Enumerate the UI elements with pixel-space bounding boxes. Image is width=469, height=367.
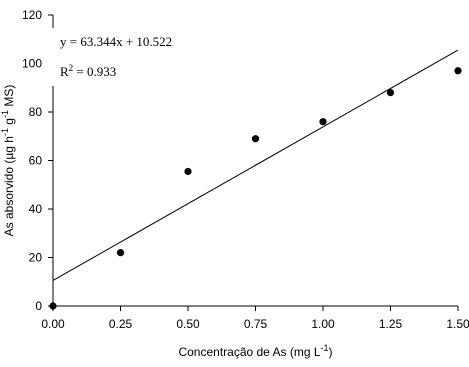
x-axis-label-part: ) [329,345,333,359]
y-tick-label: 60 [29,154,43,168]
x-axis-label: Concentração de As (mg L-1) [178,343,332,359]
trend-line [52,49,459,281]
x-tick-label: 1.25 [379,317,403,331]
y-axis-label-part: MS) [2,85,16,110]
x-tick-label: 0.00 [41,317,65,331]
x-tick-label: 0.25 [109,317,133,331]
y-axis-label-part: -1 [0,110,10,118]
x-tick-label: 0.50 [176,317,200,331]
y-tick-label: 120 [22,8,42,22]
y-axis-label-part: -1 [0,128,10,136]
y-tick-label: 0 [35,299,42,313]
r-squared-part: 2 [69,63,74,73]
y-axis-label-part: g [2,118,16,128]
r-squared-part: = 0.933 [73,64,116,79]
x-axis-label-part: Concentração de As (mg L [178,345,320,359]
y-tick-label: 40 [29,202,43,216]
equation: y = 63.344x + 10.522 [60,34,172,49]
x-axis-label-part: -1 [321,343,329,353]
x-tick-label: 1.50 [446,317,469,331]
x-tick-label: 0.75 [244,317,268,331]
data-point [251,135,260,143]
r-squared: R2 = 0.933 [60,63,116,79]
data-point [454,67,462,75]
annotation-background [45,28,170,86]
data-point [49,302,57,310]
r-squared-part: R [60,64,69,79]
y-tick-label: 100 [22,57,42,71]
y-tick-label: 80 [29,105,43,119]
data-point [184,167,192,176]
y-axis-label-part: As absorvido (µg h [2,136,16,236]
data-point [116,249,125,257]
y-tick-label: 20 [29,251,43,265]
y-axis-label: As absorvido (µg h-1 g-1 MS) [0,85,16,237]
data-point [319,118,327,126]
x-tick-label: 1.00 [311,317,335,331]
data-point [386,89,395,97]
